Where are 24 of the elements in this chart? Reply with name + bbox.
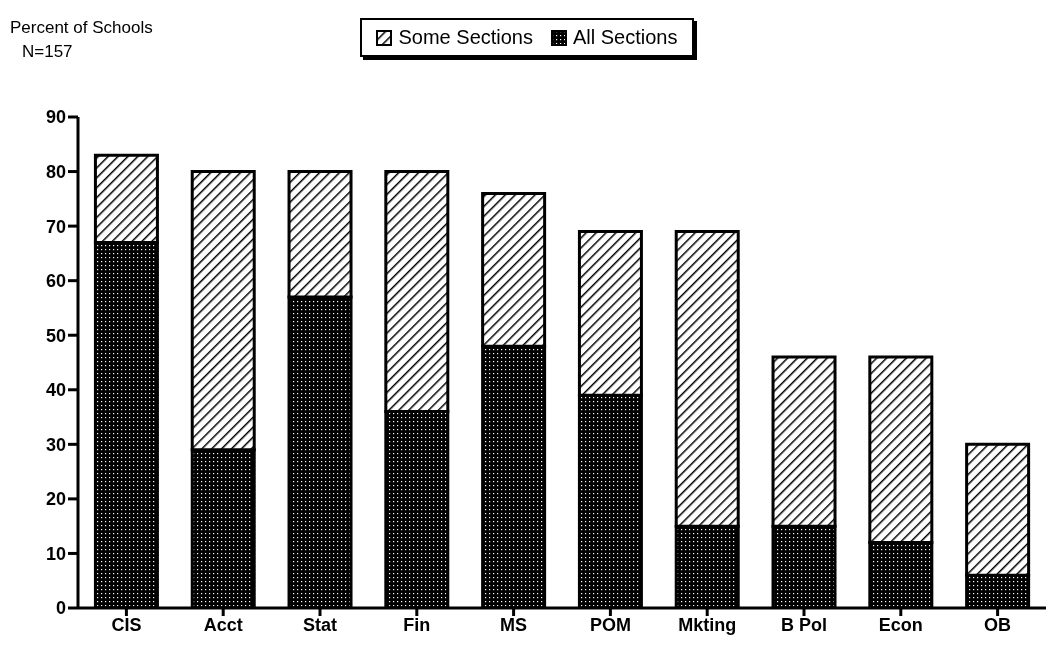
legend-label: Some Sections — [397, 26, 533, 49]
y-tick-label: 70 — [45, 216, 66, 237]
x-tick-label: Stat — [302, 614, 338, 635]
y-tick-label: 20 — [45, 489, 66, 510]
x-tick-label: Acct — [203, 614, 243, 635]
x-tick-label: Mkting — [678, 614, 737, 635]
y-tick-label: 50 — [45, 325, 66, 346]
x-tick-label: POM — [589, 614, 631, 635]
y-tick-label: 80 — [45, 161, 66, 182]
y-tick-label: 30 — [45, 434, 66, 455]
x-tick-label: MS — [500, 614, 528, 635]
y-tick-label: 10 — [45, 543, 66, 564]
x-tick-label: Fin — [403, 614, 431, 635]
y-axis-title: Percent of Schools — [10, 17, 153, 39]
y-tick-label: 90 — [45, 107, 66, 128]
x-tick-label: CIS — [111, 614, 142, 635]
x-tick-label: OB — [984, 614, 1012, 635]
legend-label: All Sections — [572, 26, 678, 49]
y-tick-label: 40 — [45, 380, 66, 401]
text: N=157 — [21, 41, 74, 63]
y-tick-label: 60 — [45, 271, 66, 292]
x-tick-label: B Pol — [780, 614, 828, 635]
y-tick-label: 0 — [55, 598, 66, 619]
x-tick-label: Econ — [878, 614, 923, 635]
